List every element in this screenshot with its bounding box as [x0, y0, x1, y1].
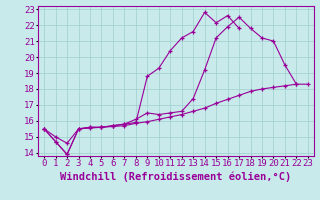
X-axis label: Windchill (Refroidissement éolien,°C): Windchill (Refroidissement éolien,°C): [60, 171, 292, 182]
